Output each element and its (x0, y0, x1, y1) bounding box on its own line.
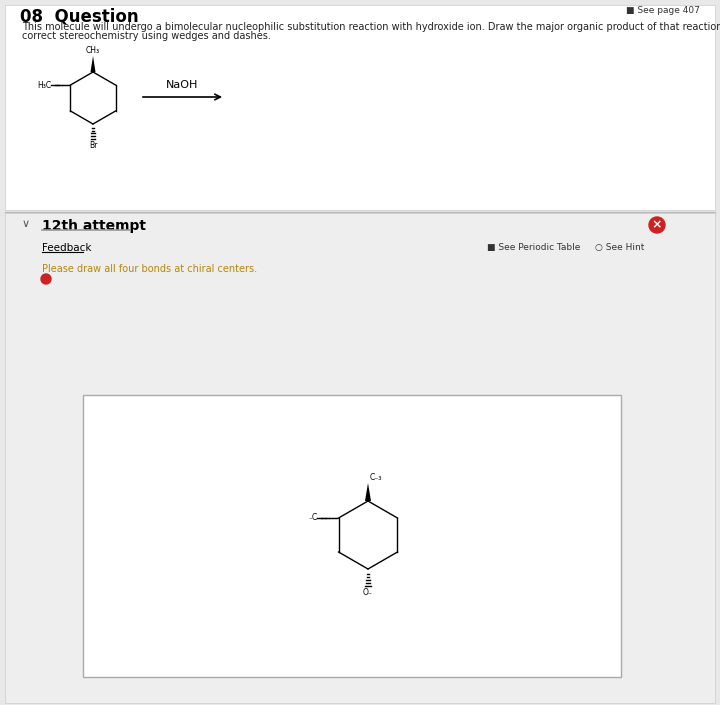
Text: ■ See page 407: ■ See page 407 (626, 6, 700, 15)
Text: Feedback: Feedback (42, 243, 91, 253)
Text: .: . (22, 7, 132, 25)
Text: 08  Question: 08 Question (20, 7, 139, 25)
FancyBboxPatch shape (5, 213, 715, 703)
FancyBboxPatch shape (83, 395, 621, 677)
Text: H₃C: H₃C (37, 80, 52, 90)
Circle shape (41, 274, 51, 284)
Text: Br: Br (89, 141, 97, 150)
Text: NaOH: NaOH (166, 80, 199, 90)
Polygon shape (91, 56, 96, 72)
Polygon shape (365, 483, 371, 501)
Text: ■ See Periodic Table: ■ See Periodic Table (487, 243, 580, 252)
Text: ×: × (652, 219, 662, 231)
Text: correct stereochemistry using wedges and dashes.: correct stereochemistry using wedges and… (22, 31, 271, 41)
Text: ○ See Hint: ○ See Hint (595, 243, 644, 252)
Circle shape (649, 217, 665, 233)
Text: ₋C: ₋C (308, 513, 318, 522)
Text: Please draw all four bonds at chiral centers.: Please draw all four bonds at chiral cen… (42, 264, 257, 274)
FancyBboxPatch shape (5, 5, 715, 210)
Text: C₋₃: C₋₃ (370, 473, 382, 482)
Text: ∨: ∨ (22, 219, 30, 229)
Text: 12th attempt: 12th attempt (42, 219, 146, 233)
Text: CH₃: CH₃ (86, 46, 100, 55)
Text: O₋: O₋ (363, 588, 373, 597)
Text: This molecule will undergo a bimolecular nucleophilic substitution reaction with: This molecule will undergo a bimolecular… (22, 22, 720, 32)
